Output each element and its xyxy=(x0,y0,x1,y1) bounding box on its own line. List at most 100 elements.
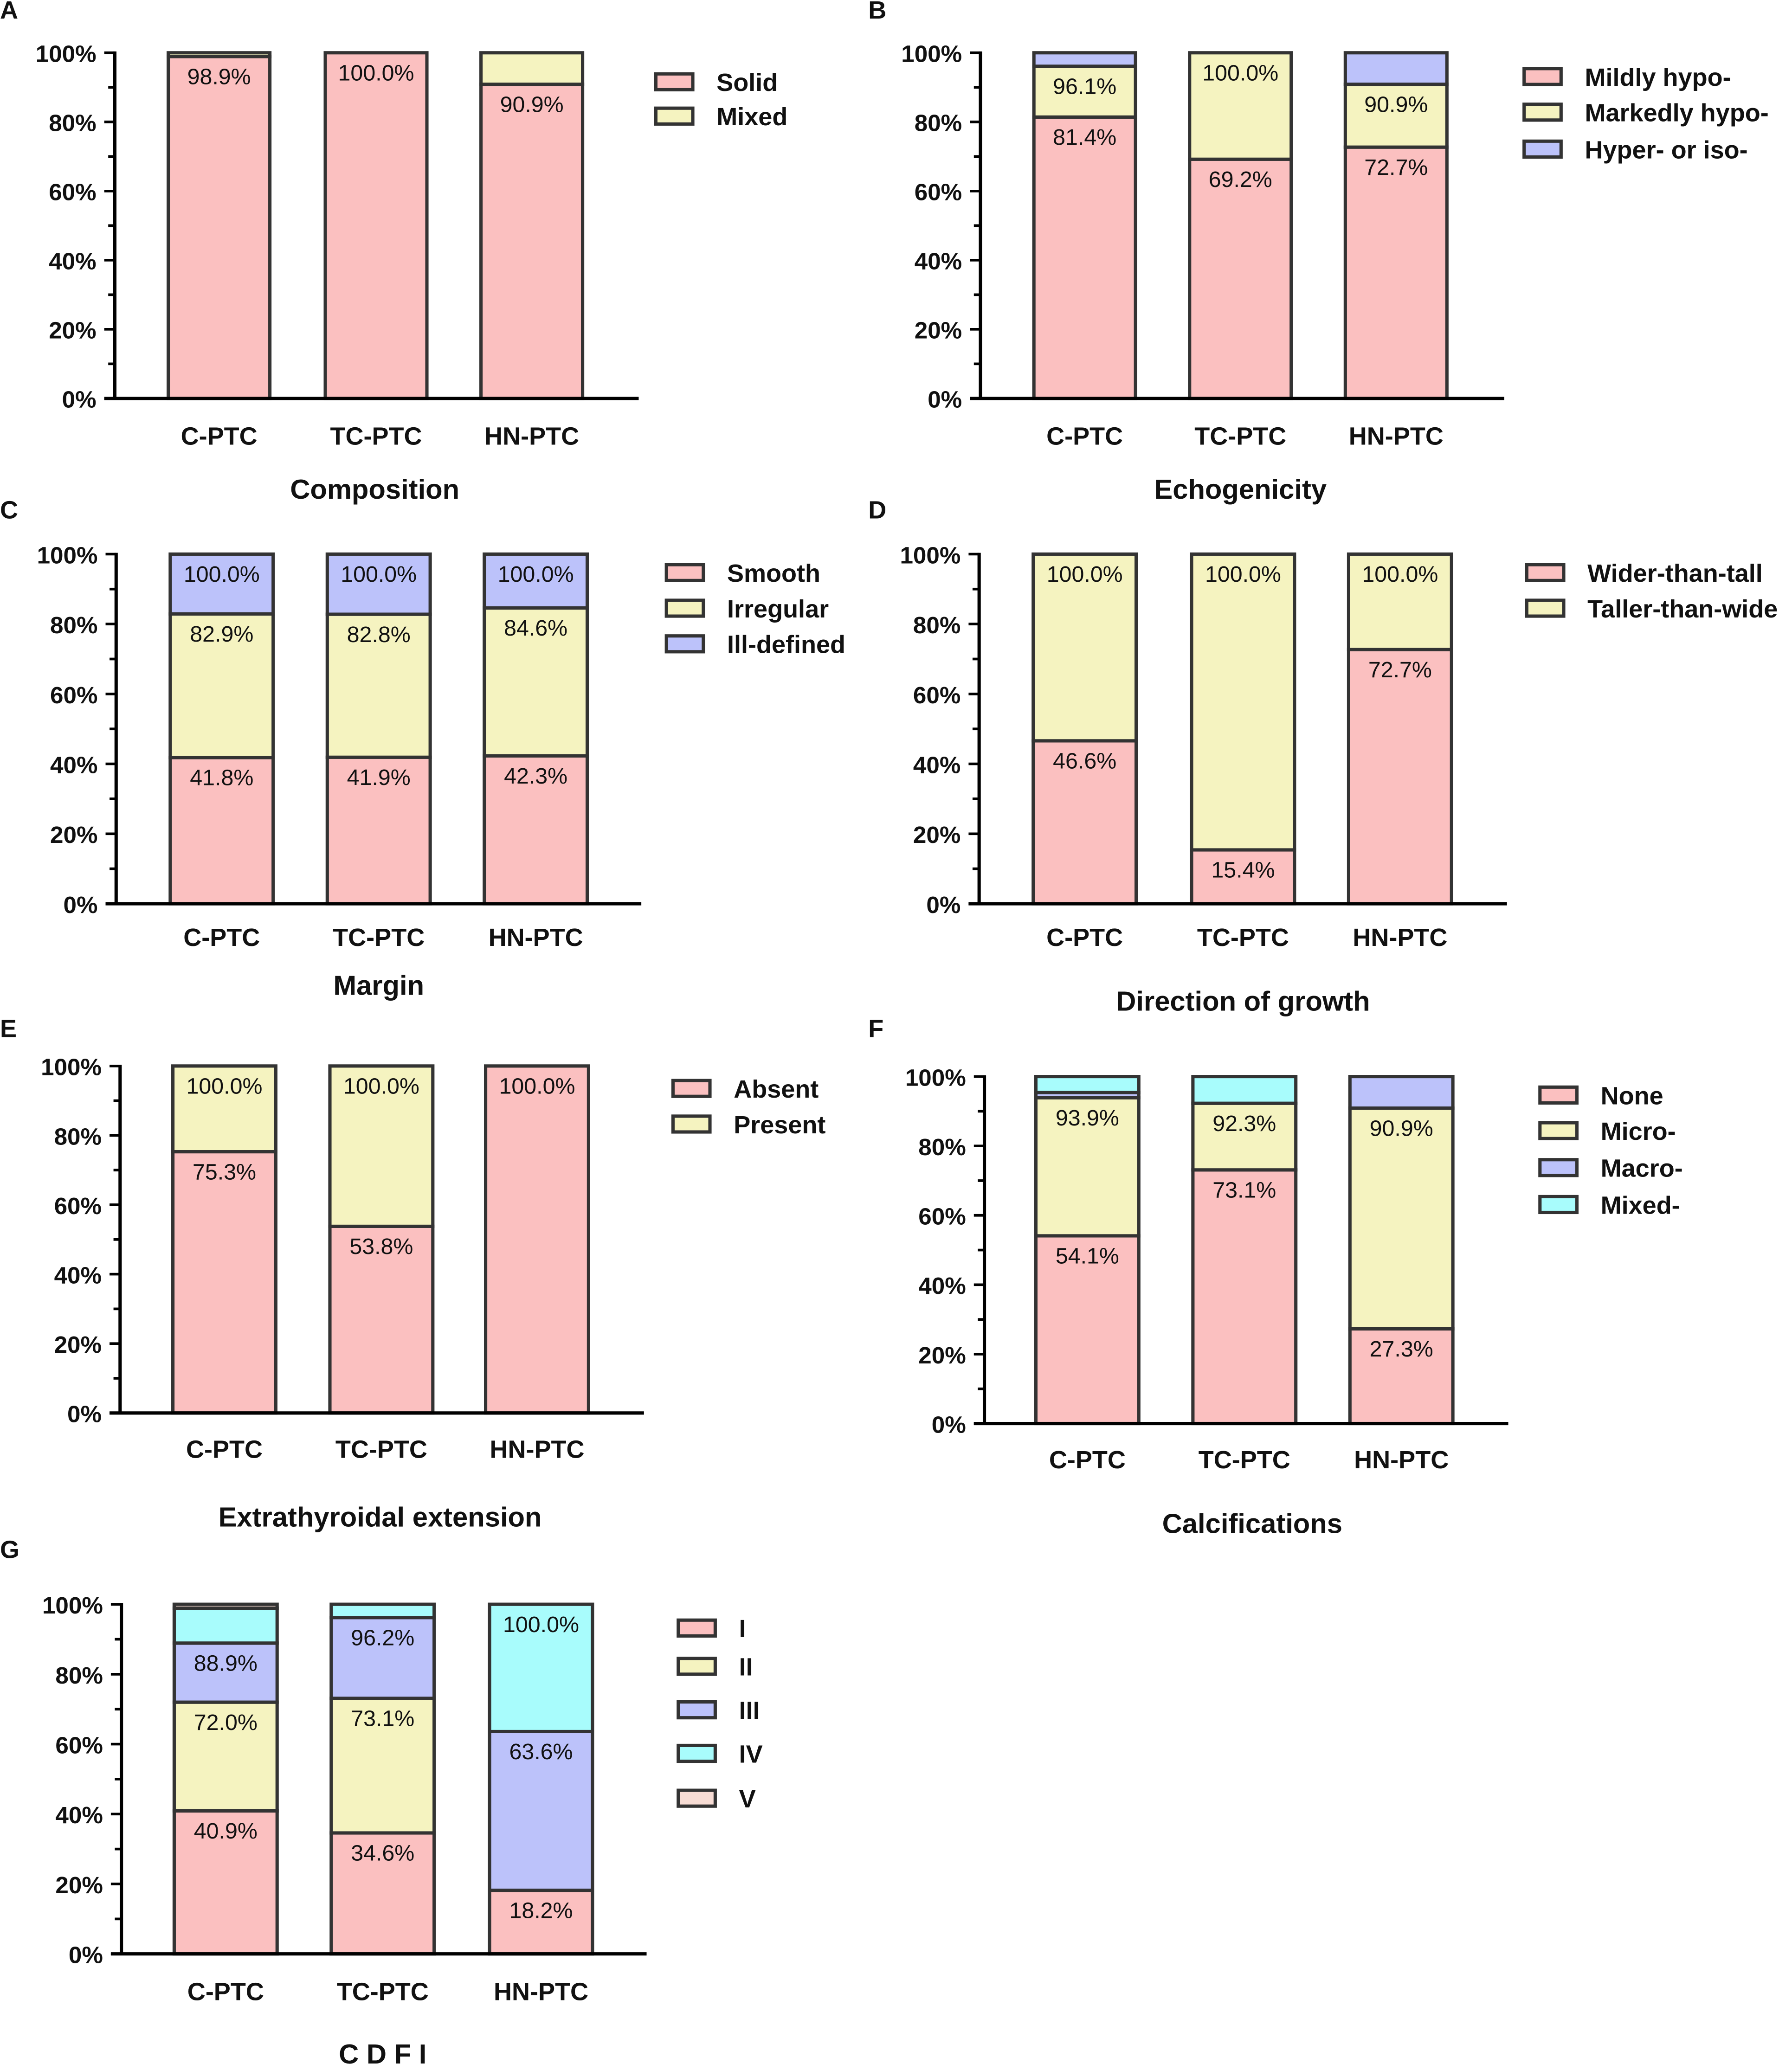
chart-title: C D F I xyxy=(339,2038,426,2070)
y-tick-label: 40% xyxy=(55,1802,103,1828)
x-tick-label: HN-PTC xyxy=(1354,1446,1449,1474)
data-label: 73.1% xyxy=(351,1706,414,1731)
data-label: 92.3% xyxy=(1212,1111,1276,1136)
y-tick-label: 0% xyxy=(62,386,97,413)
bar-segment xyxy=(1188,157,1293,400)
y-tick-label: 80% xyxy=(50,612,97,638)
x-tick-label: TC-PTC xyxy=(330,422,422,450)
y-tick-label: 100% xyxy=(37,542,98,568)
bar-segment xyxy=(171,1064,277,1154)
bar-segment xyxy=(168,612,275,759)
data-label: 98.9% xyxy=(187,64,251,90)
legend-swatch xyxy=(1538,1085,1579,1105)
x-tick-label: C-PTC xyxy=(187,1978,264,2006)
bar-segment xyxy=(1031,552,1138,743)
legend-swatch xyxy=(671,1114,712,1134)
legend-swatch xyxy=(677,1618,717,1638)
y-tick-label: 40% xyxy=(918,1273,966,1299)
y-tick-label: 100% xyxy=(42,1592,103,1619)
bar-segment xyxy=(329,1697,436,1835)
legend-label: Mixed- xyxy=(1601,1191,1680,1219)
bar-segment xyxy=(168,552,275,616)
x-tick-label: C-PTC xyxy=(1049,1446,1126,1474)
chart-title: Calcifications xyxy=(1162,1508,1342,1539)
x-tick-label: TC-PTC xyxy=(1199,1446,1290,1474)
panel-letter: C xyxy=(0,496,18,524)
bar-segment xyxy=(1188,51,1293,161)
legend-label: Wider-than-tall xyxy=(1587,559,1763,587)
y-tick-label: 20% xyxy=(55,1872,103,1898)
legend-label: II xyxy=(739,1653,753,1681)
legend-swatch xyxy=(677,1743,717,1763)
legend-label: Mildly hypo- xyxy=(1585,64,1731,91)
data-label: 100.0% xyxy=(343,1074,419,1099)
legend-label: Hyper- or iso- xyxy=(1585,136,1747,164)
bar-segment xyxy=(329,1602,436,1620)
legend-label: IV xyxy=(739,1740,763,1768)
y-tick-label: 40% xyxy=(54,1262,102,1288)
legend-swatch xyxy=(671,1079,712,1098)
y-tick-label: 80% xyxy=(913,612,960,638)
data-label: 100.0% xyxy=(184,562,260,587)
y-tick-label: 60% xyxy=(913,682,960,708)
data-label: 18.2% xyxy=(509,1898,573,1923)
bar-segment xyxy=(1348,1106,1455,1331)
y-tick-label: 20% xyxy=(49,317,96,344)
chart-title: Extrathyroidal extension xyxy=(219,1501,542,1532)
y-tick-label: 40% xyxy=(49,248,96,275)
data-label: 84.6% xyxy=(504,616,567,641)
y-tick-label: 60% xyxy=(49,179,96,206)
legend-label: Irregular xyxy=(727,595,829,623)
legend-swatch xyxy=(664,598,705,618)
bar-segment xyxy=(1190,552,1296,852)
panel-b: B 81.4% 96.1% C-PTC 69.2% 100.0% TC-PTC 72.7% 90… xyxy=(868,0,1768,505)
legend-swatch xyxy=(677,1700,717,1720)
bar-segment xyxy=(323,51,429,400)
y-tick-label: 60% xyxy=(50,682,97,708)
bar-segment xyxy=(1032,64,1137,119)
y-tick-label: 80% xyxy=(54,1123,102,1150)
legend-label: None xyxy=(1601,1082,1663,1110)
bar-segment xyxy=(172,1606,279,1645)
bar-segment xyxy=(1347,552,1453,651)
bar-segment xyxy=(1190,848,1296,906)
data-label: 100.0% xyxy=(341,562,417,587)
chart-title: Echogenicity xyxy=(1154,474,1327,505)
bar-segment xyxy=(325,552,432,616)
data-label: 100.0% xyxy=(1362,562,1438,587)
chart-title: Composition xyxy=(290,474,459,505)
bar-segment xyxy=(1034,1075,1141,1094)
data-label: 96.2% xyxy=(351,1625,414,1650)
data-label: 46.6% xyxy=(1053,749,1116,774)
data-label: 73.1% xyxy=(1212,1177,1276,1202)
legend-label: Micro- xyxy=(1601,1118,1676,1145)
bar-segment xyxy=(328,1224,435,1415)
legend-swatch xyxy=(677,1788,717,1808)
legend-label: Absent xyxy=(734,1075,819,1103)
data-label: 72.0% xyxy=(194,1710,258,1735)
panel-d: D 46.6% 100.0% C-PTC 15.4% 100.0% TC-PTC 72.7% 1… xyxy=(868,496,1778,1017)
panel-letter: E xyxy=(0,1015,17,1042)
data-label: 100.0% xyxy=(1205,562,1281,587)
bar-segment xyxy=(167,55,272,400)
x-tick-label: HN-PTC xyxy=(494,1978,588,2006)
bar-segment xyxy=(172,1641,279,1704)
data-label: 90.9% xyxy=(1370,1116,1433,1141)
y-tick-label: 0% xyxy=(932,1411,966,1438)
y-tick-label: 100% xyxy=(901,41,962,67)
data-label: 63.6% xyxy=(509,1739,573,1764)
data-label: 100.0% xyxy=(338,60,414,85)
bar-segment xyxy=(168,756,275,906)
x-tick-label: TC-PTC xyxy=(337,1978,429,2006)
data-label: 96.1% xyxy=(1053,74,1116,99)
bar-segment xyxy=(479,51,585,86)
x-tick-label: TC-PTC xyxy=(1197,924,1289,951)
x-tick-label: C-PTC xyxy=(1046,924,1123,951)
data-label: 90.9% xyxy=(500,92,564,117)
legend-label: Solid xyxy=(716,69,778,96)
data-label: 100.0% xyxy=(498,562,574,587)
bar-segment xyxy=(1034,1096,1141,1238)
legend-label: Smooth xyxy=(727,559,820,587)
legend-label: Markedly hypo- xyxy=(1585,99,1768,127)
